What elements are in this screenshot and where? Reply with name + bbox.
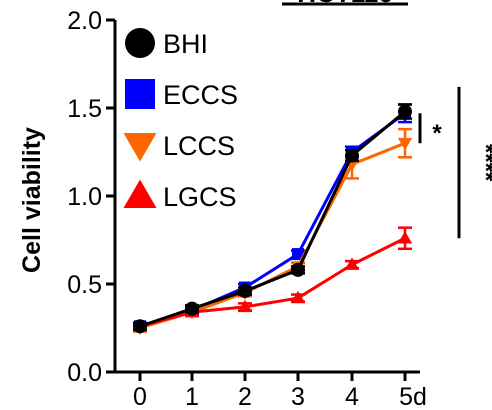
data-point — [292, 248, 304, 261]
axes: 0.0 0.5 1.0 1.5 2.0 0 1 2 3 4 5d — [67, 7, 427, 410]
data-point — [397, 231, 413, 244]
y-tick-label: 1.5 — [67, 95, 102, 123]
series-layer — [132, 103, 413, 336]
legend-item-bhi: BHI — [125, 28, 208, 59]
significance-label: **** — [472, 144, 492, 182]
legend-item-lccs: LCCS — [123, 131, 235, 162]
series-line — [139, 141, 406, 330]
data-point — [133, 319, 147, 334]
y-tick-label: 0.5 — [67, 271, 102, 299]
x-tick-label: 5d — [399, 383, 427, 410]
y-tick-label: 0.0 — [67, 359, 102, 387]
x-tick-label: 2 — [238, 383, 252, 410]
series-bhi — [133, 103, 412, 334]
data-point — [397, 138, 413, 151]
legend-label: BHI — [163, 29, 208, 59]
legend-label: LCCS — [163, 131, 235, 161]
data-point — [237, 299, 253, 313]
data-point — [398, 104, 412, 119]
x-tick-label: 3 — [291, 383, 305, 410]
x-tick-label: 1 — [185, 383, 199, 410]
significance-annotations: ***** — [418, 86, 492, 239]
data-point — [344, 257, 360, 270]
x-tick-label: 0 — [133, 383, 147, 410]
data-point — [345, 148, 359, 163]
data-point — [185, 301, 199, 316]
legend: BHI ECCS LCCS LGCS — [123, 28, 238, 212]
legend-label: ECCS — [163, 80, 238, 110]
y-tick-label: 2.0 — [67, 7, 102, 35]
legend-item-lgcs: LGCS — [123, 179, 237, 212]
series-line — [139, 110, 406, 328]
y-tick-label: 1.0 — [67, 183, 102, 211]
data-point — [290, 290, 306, 304]
legend-marker — [125, 28, 155, 58]
data-point — [238, 284, 252, 299]
series-line — [139, 236, 406, 328]
legend-marker — [123, 133, 157, 162]
y-axis-title: Cell viability — [18, 127, 46, 273]
x-tick-label: 4 — [345, 383, 359, 410]
legend-item-eccs: ECCS — [125, 79, 238, 110]
legend-marker — [123, 179, 157, 208]
legend-marker — [125, 79, 155, 109]
significance-label: * — [432, 120, 442, 147]
legend-label: LGCS — [163, 182, 237, 212]
data-point — [291, 262, 305, 277]
